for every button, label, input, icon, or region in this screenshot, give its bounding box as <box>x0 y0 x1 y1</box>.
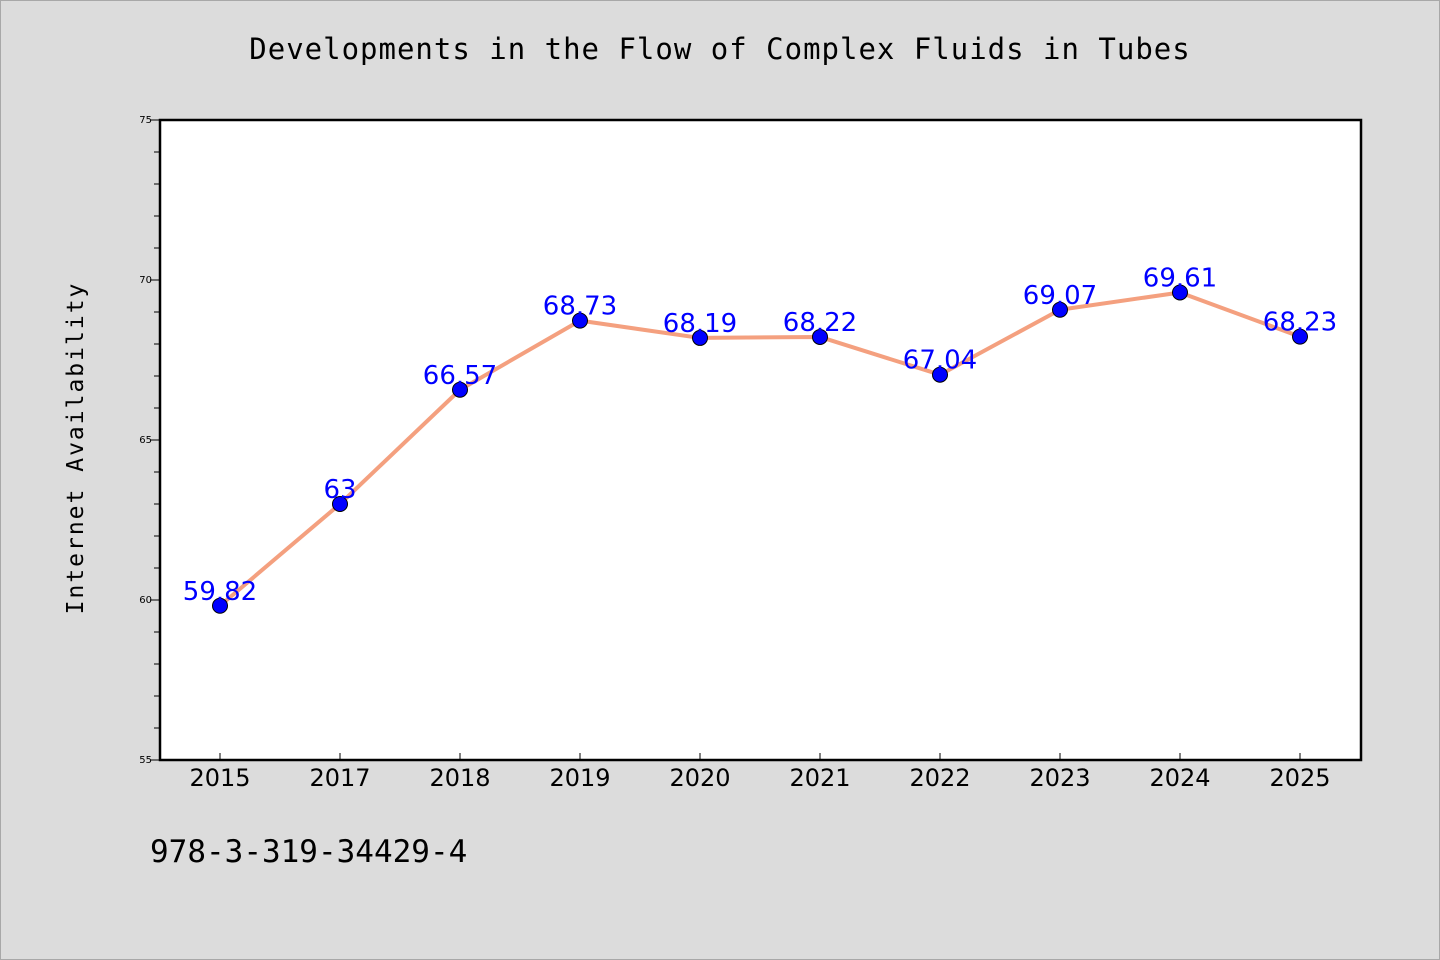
data-label: 68.22 <box>783 308 857 338</box>
data-label: 63 <box>323 475 356 505</box>
data-label: 66.57 <box>423 361 497 391</box>
x-tick-label: 2021 <box>789 764 850 792</box>
y-tick-label: 55 <box>139 755 152 766</box>
x-tick-label: 2023 <box>1029 764 1090 792</box>
chart-title: Developments in the Flow of Complex Flui… <box>249 32 1191 66</box>
data-point <box>1292 328 1308 345</box>
data-point <box>932 366 948 383</box>
y-axis: 55 60 65 70 75 <box>139 115 160 766</box>
x-tick-label: 2017 <box>309 764 370 792</box>
data-point <box>332 496 348 512</box>
x-tick-label: 2025 <box>1269 764 1330 792</box>
data-point <box>572 312 588 329</box>
data-point <box>692 329 708 346</box>
data-label: 69.61 <box>1143 263 1217 293</box>
x-tick-label: 2020 <box>669 764 730 792</box>
y-tick-label: 60 <box>139 595 152 606</box>
x-tick-label: 2019 <box>549 764 610 792</box>
data-label: 59.82 <box>183 577 257 607</box>
x-axis: 2015 2017 2018 2019 2020 2021 2022 2023 2024 2025 <box>189 753 1331 792</box>
y-tick-label: 70 <box>139 275 152 286</box>
y-tick-label: 65 <box>139 435 152 446</box>
data-point <box>812 328 828 345</box>
data-label: 68.23 <box>1263 308 1337 338</box>
data-point <box>1052 301 1068 318</box>
x-tick-label: 2022 <box>909 764 970 792</box>
plot-area <box>158 118 1363 762</box>
isbn-text: 978-3-319-34429-4 <box>150 834 468 870</box>
data-point <box>452 381 468 398</box>
series-layer: 59.82 63 66.57 68.73 68.19 68.22 67.04 69.07 69.… <box>183 263 1337 614</box>
y-tick-label: 75 <box>139 115 152 126</box>
x-tick-label: 2018 <box>429 764 490 792</box>
data-label: 69.07 <box>1023 281 1097 311</box>
data-point <box>1172 284 1188 301</box>
data-label: 68.19 <box>663 309 737 339</box>
series-line <box>218 290 1302 608</box>
x-tick-label: 2024 <box>1149 764 1210 792</box>
data-point <box>212 597 228 614</box>
data-label: 68.73 <box>543 292 617 322</box>
x-tick-label: 2015 <box>189 764 250 792</box>
data-label: 67.04 <box>903 346 977 376</box>
